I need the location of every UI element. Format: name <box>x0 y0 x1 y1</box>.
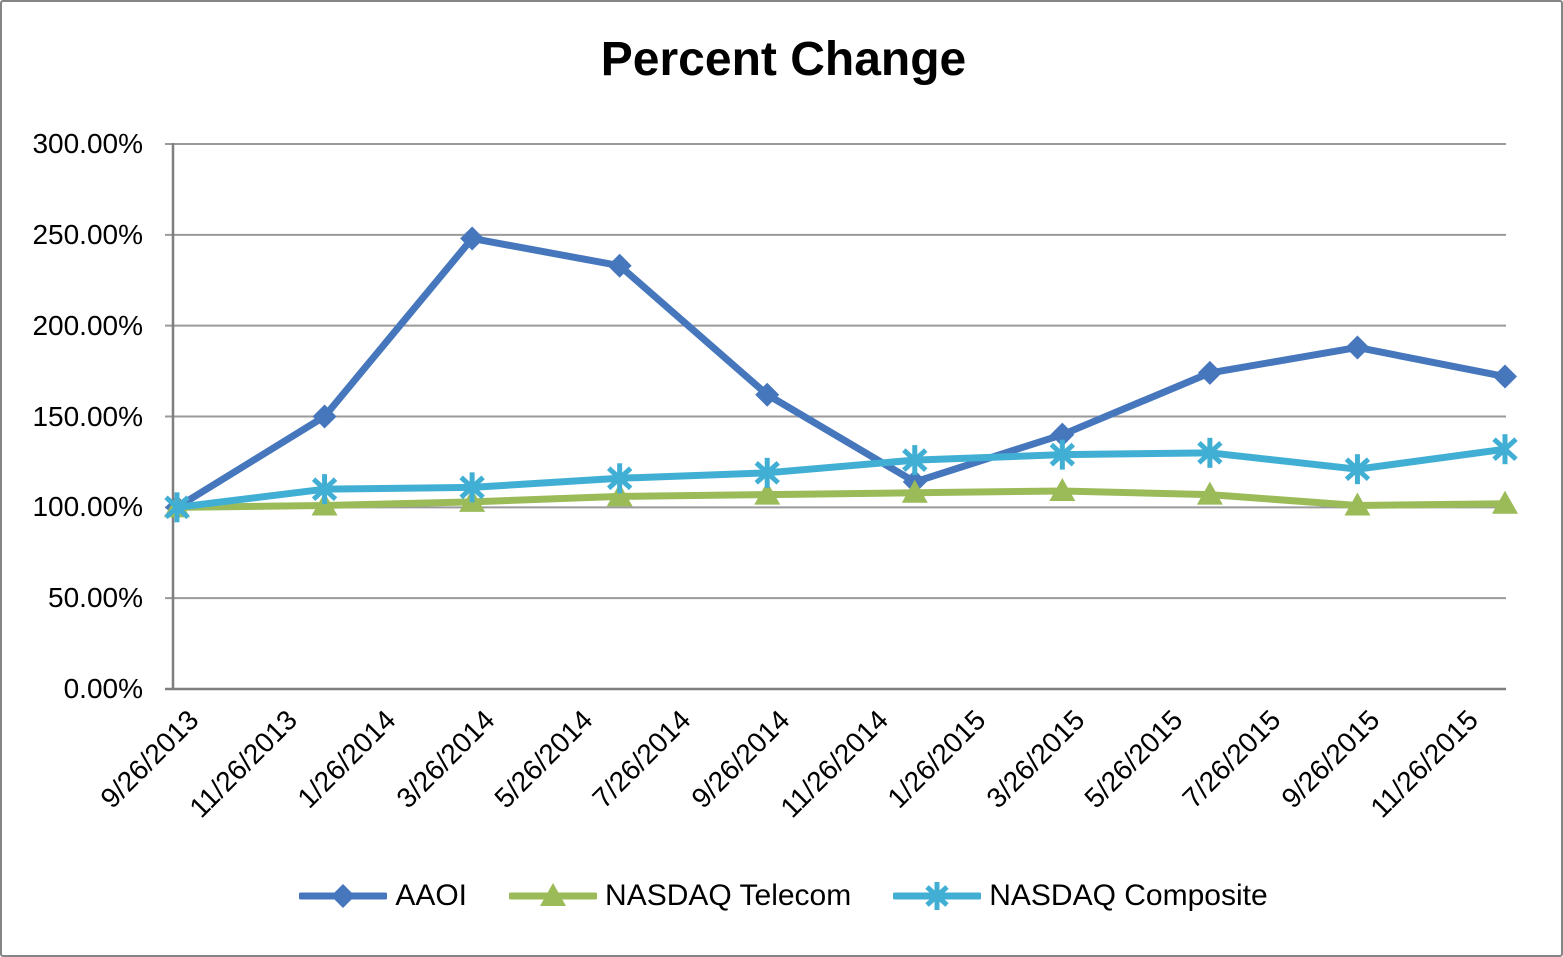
y-axis-label: 50.00% <box>48 582 143 614</box>
triangle-marker-nasdaq-telecom <box>1344 492 1371 516</box>
triangle-marker-nasdaq-telecom <box>754 481 781 505</box>
series-line-aaoi <box>173 234 1509 511</box>
asterisk-marker-nasdaq-composite <box>1197 437 1223 468</box>
diamond-marker-aaoi <box>460 226 485 251</box>
asterisk-marker-nasdaq-composite <box>1344 454 1371 485</box>
triangle-marker-nasdaq-telecom <box>1196 481 1223 505</box>
y-axis-label: 100.00% <box>32 491 143 523</box>
nasdaq-telecom-legend-marker-icon <box>509 883 598 906</box>
diamond-marker-aaoi <box>1345 335 1370 360</box>
y-axis-label: 300.00% <box>32 128 143 159</box>
diamond-marker-aaoi <box>1197 360 1222 385</box>
legend: AAOI NASDAQ Telecom NASDAQ Composite <box>2 876 1561 916</box>
legend-item-nasdaq-telecom: NASDAQ Telecom <box>509 876 851 916</box>
y-axis-label: 0.00% <box>63 673 143 704</box>
asterisk-marker-nasdaq-composite <box>311 474 338 505</box>
diamond-marker-aaoi <box>607 253 632 278</box>
series-line-nasdaq-telecom <box>173 487 1509 511</box>
diamond-marker-aaoi <box>755 382 780 407</box>
chart-title: Percent Change <box>600 33 967 86</box>
legend-item-nasdaq-composite: NASDAQ Composite <box>893 876 1268 916</box>
aaoi-legend-marker-icon <box>299 884 388 908</box>
asterisk-marker-nasdaq-composite <box>1049 439 1076 470</box>
legend-label: AAOI <box>395 879 468 912</box>
series-line-nasdaq-composite <box>173 445 1509 511</box>
asterisk-marker-nasdaq-composite <box>164 492 190 523</box>
asterisk-marker-nasdaq-composite <box>754 457 780 488</box>
asterisk-marker-nasdaq-composite <box>1492 434 1518 465</box>
asterisk-marker-nasdaq-composite <box>459 472 485 503</box>
asterisk-marker-nasdaq-composite <box>606 463 633 494</box>
nasdaq-composite-legend-marker-icon <box>893 882 982 910</box>
legend-label: NASDAQ Composite <box>989 879 1268 912</box>
diamond-marker-aaoi <box>1493 364 1517 389</box>
legend-item-aaoi: AAOI <box>299 876 467 916</box>
legend-label: NASDAQ Telecom <box>605 879 852 912</box>
y-axis-label: 150.00% <box>32 400 143 432</box>
triangle-marker-nasdaq-telecom <box>901 479 928 503</box>
diamond-marker-aaoi <box>1050 422 1075 447</box>
y-axis-label: 250.00% <box>32 218 143 250</box>
diamond-marker-aaoi <box>312 404 337 429</box>
triangle-marker-nasdaq-telecom <box>1049 477 1076 501</box>
triangle-marker-nasdaq-telecom <box>606 483 633 507</box>
triangle-marker-nasdaq-telecom <box>1492 490 1518 514</box>
asterisk-marker-nasdaq-composite <box>902 445 928 476</box>
y-axis-label: 200.00% <box>32 309 143 341</box>
